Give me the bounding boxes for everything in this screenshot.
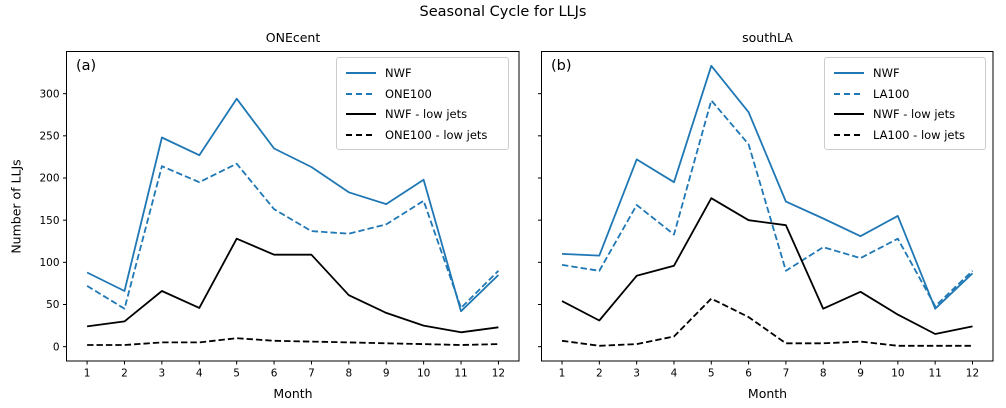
legend-item: LA100	[834, 84, 976, 105]
x-tick-label: 6	[745, 368, 752, 380]
x-tick-label: 5	[233, 368, 240, 380]
panel-title-southla: southLA	[742, 30, 793, 45]
legend-item: NWF	[346, 63, 499, 84]
legend-item: LA100 - low jets	[834, 125, 976, 146]
y-tick-label: 150	[39, 215, 59, 227]
x-tick-label: 7	[783, 368, 790, 380]
line-one100-low-jets	[87, 337, 499, 346]
panel-letter-a: (a)	[76, 58, 97, 74]
x-tick-label: 7	[308, 368, 315, 380]
line-nwf	[86, 97, 500, 313]
x-tick-label: 12	[492, 368, 505, 380]
x-tick-label: 12	[966, 368, 979, 380]
legend-line-sample-one100-low-jets	[346, 133, 376, 136]
legend-line-sample-la100-low-jets	[834, 133, 864, 136]
x-tick-label: 10	[891, 368, 904, 380]
legend-onecent: NWF ONE100 NWF - low jets ONE100 - low j…	[336, 57, 509, 150]
legend-label-nwf: NWF	[873, 66, 900, 81]
y-tick-label: 300	[39, 88, 59, 100]
legend-label-nwf: NWF	[385, 66, 412, 81]
x-tick-label: 8	[346, 368, 353, 380]
y-tick-label: 200	[39, 173, 59, 185]
legend-label-nwf-low-jets: NWF - low jets	[873, 107, 956, 122]
line-nwf	[561, 64, 974, 310]
panel-title-onecent: ONEcent	[265, 30, 321, 45]
x-tick-label: 9	[857, 368, 864, 380]
x-tick-label: 4	[196, 368, 203, 380]
legend-line-sample-nwf-low-jets	[834, 113, 864, 116]
x-tick-label: 2	[121, 368, 128, 380]
y-tick-label: 250	[39, 131, 59, 143]
y-tick-label: 50	[46, 299, 59, 311]
axes-frame	[541, 51, 994, 362]
panel-letter-b: (b)	[551, 58, 572, 74]
legend-item: NWF	[834, 63, 976, 84]
legend-item: NWF - low jets	[346, 104, 499, 125]
x-tick-label: 2	[596, 368, 603, 380]
legend-line-sample-one100	[346, 92, 376, 95]
x-axis-label-left: Month	[273, 386, 313, 401]
legend-item: NWF - low jets	[834, 104, 976, 125]
x-tick-label: 3	[159, 368, 166, 380]
legend-label-la100-low-jets: LA100 - low jets	[873, 127, 966, 142]
x-tick-label: 1	[84, 368, 91, 380]
line-nwf-low-jets	[86, 237, 499, 334]
x-tick-label: 11	[928, 368, 941, 380]
legend-line-sample-nwf	[346, 72, 376, 75]
x-tick-label: 11	[454, 368, 467, 380]
x-tick-label: 3	[633, 368, 640, 380]
legend-item: ONE100	[346, 84, 499, 105]
y-tick-label: 0	[53, 341, 60, 353]
x-tick-label: 5	[708, 368, 715, 380]
x-tick-label: 4	[671, 368, 678, 380]
x-tick-label: 9	[383, 368, 390, 380]
legend-label-nwf-low-jets: NWF - low jets	[385, 107, 468, 122]
y-tick-label: 100	[39, 257, 59, 269]
legend-southla: NWF LA100 NWF - low jets LA100 - low jet…	[824, 57, 986, 150]
legend-label-one100-low-jets: ONE100 - low jets	[385, 127, 488, 142]
line-nwf-low-jets	[561, 197, 973, 335]
x-tick-label: 6	[271, 368, 278, 380]
line-la100-low-jets	[561, 297, 973, 347]
line-la100	[561, 99, 974, 308]
legend-item: ONE100 - low jets	[346, 125, 499, 146]
x-tick-label: 10	[417, 368, 430, 380]
line-one100	[86, 162, 500, 310]
x-axis-label-right: Month	[747, 386, 788, 401]
legend-line-sample-nwf	[834, 72, 864, 75]
axes-frame	[66, 51, 520, 362]
legend-line-sample-la100	[834, 92, 864, 95]
legend-label-one100: ONE100	[385, 86, 432, 101]
x-tick-label: 1	[559, 368, 566, 380]
legend-line-sample-nwf-low-jets	[346, 113, 376, 116]
legend-label-la100: LA100	[873, 86, 910, 101]
y-axis-label: Number of LLJs	[8, 159, 24, 254]
x-tick-label: 8	[820, 368, 827, 380]
figure-title: Seasonal Cycle for LLJs	[419, 4, 587, 20]
